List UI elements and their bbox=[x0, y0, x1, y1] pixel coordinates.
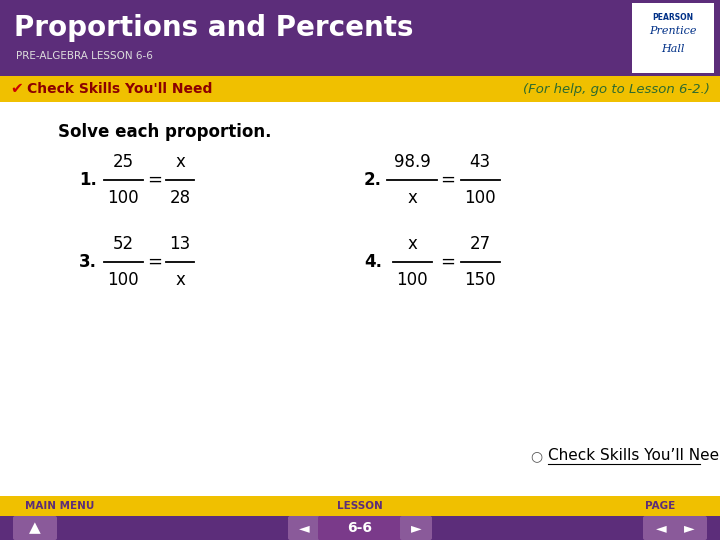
Text: 100: 100 bbox=[107, 271, 139, 289]
Bar bbox=[632, 3, 714, 73]
Text: ◄: ◄ bbox=[656, 521, 666, 535]
Bar bbox=[0, 516, 720, 540]
Text: 100: 100 bbox=[464, 189, 496, 207]
Text: PAGE: PAGE bbox=[645, 501, 675, 511]
Text: Solve each proportion.: Solve each proportion. bbox=[58, 123, 271, 141]
Bar bbox=[0, 76, 720, 102]
Text: 43: 43 bbox=[469, 153, 490, 171]
Text: Prentice: Prentice bbox=[649, 26, 697, 36]
Text: PEARSON: PEARSON bbox=[652, 13, 693, 22]
Text: =: = bbox=[148, 171, 163, 189]
Text: Proportions and Percents: Proportions and Percents bbox=[14, 14, 413, 42]
FancyBboxPatch shape bbox=[13, 516, 57, 540]
Text: Check Skills You'll Need: Check Skills You'll Need bbox=[27, 82, 212, 96]
Text: ◄: ◄ bbox=[299, 521, 310, 535]
Text: ►: ► bbox=[410, 521, 421, 535]
Text: ○: ○ bbox=[530, 449, 542, 463]
Bar bbox=[0, 0, 720, 76]
Text: 2.: 2. bbox=[364, 171, 382, 189]
Text: 28: 28 bbox=[169, 189, 191, 207]
Text: 100: 100 bbox=[107, 189, 139, 207]
Text: ►: ► bbox=[684, 521, 694, 535]
Text: LESSON: LESSON bbox=[337, 501, 383, 511]
Text: 4.: 4. bbox=[364, 253, 382, 271]
Text: Check Skills You’ll Need: Check Skills You’ll Need bbox=[548, 449, 720, 463]
Bar bbox=[0, 102, 720, 496]
Text: =: = bbox=[441, 253, 456, 271]
Text: 27: 27 bbox=[469, 235, 490, 253]
Text: ✔: ✔ bbox=[10, 82, 23, 97]
Text: 98.9: 98.9 bbox=[394, 153, 431, 171]
Text: MAIN MENU: MAIN MENU bbox=[25, 501, 95, 511]
Text: 25: 25 bbox=[112, 153, 134, 171]
Text: PRE-ALGEBRA LESSON 6-6: PRE-ALGEBRA LESSON 6-6 bbox=[16, 51, 153, 61]
FancyBboxPatch shape bbox=[643, 516, 707, 540]
Text: 3.: 3. bbox=[79, 253, 97, 271]
Text: 52: 52 bbox=[112, 235, 134, 253]
Bar bbox=[0, 496, 720, 516]
Text: ▲: ▲ bbox=[29, 521, 41, 536]
FancyBboxPatch shape bbox=[288, 516, 320, 540]
Text: x: x bbox=[407, 189, 417, 207]
Text: 13: 13 bbox=[169, 235, 191, 253]
Text: x: x bbox=[175, 271, 185, 289]
Text: 6-6: 6-6 bbox=[348, 521, 372, 535]
Text: 150: 150 bbox=[464, 271, 496, 289]
Text: 100: 100 bbox=[396, 271, 428, 289]
FancyBboxPatch shape bbox=[318, 516, 402, 540]
Text: Hall: Hall bbox=[661, 44, 685, 54]
Text: x: x bbox=[175, 153, 185, 171]
Text: x: x bbox=[407, 235, 417, 253]
Text: (For help, go to Lesson 6-2.): (For help, go to Lesson 6-2.) bbox=[523, 83, 710, 96]
Text: 1.: 1. bbox=[79, 171, 97, 189]
FancyBboxPatch shape bbox=[400, 516, 432, 540]
Text: =: = bbox=[148, 253, 163, 271]
Text: =: = bbox=[441, 171, 456, 189]
